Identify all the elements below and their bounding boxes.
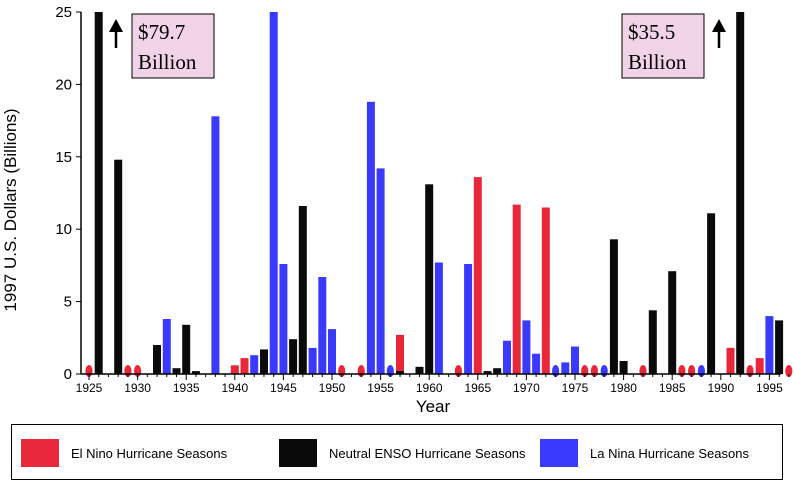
bar-neutral-1935	[182, 324, 191, 374]
y-tick-label-25: 25	[55, 4, 72, 21]
y-tick-label-20: 20	[55, 76, 72, 93]
bar-neutral-1980	[619, 361, 628, 374]
bar-la_nina-1975	[571, 346, 579, 374]
x-tick-label-1985: 1985	[659, 381, 686, 395]
bar-la_nina-1933	[162, 319, 171, 374]
bar-neutral-1967	[493, 368, 502, 374]
bar-neutral-1957	[396, 371, 404, 374]
y-tick-label-10: 10	[55, 221, 72, 238]
bar-neutral-1966	[483, 371, 492, 374]
callout-amount-1926: $79.7	[138, 20, 185, 44]
bar-el_nino-1940	[230, 365, 239, 374]
x-tick-label-1955: 1955	[367, 381, 394, 395]
callout-amount-1992: $35.5	[628, 20, 675, 44]
bar-neutral-1934	[172, 368, 181, 374]
bar-la_nina-1970	[522, 320, 531, 374]
bar-neutral-1985	[668, 271, 677, 374]
bar-neutral-1928	[114, 159, 123, 374]
x-tick-label-1945: 1945	[270, 381, 297, 395]
x-tick-label-1925: 1925	[76, 381, 103, 395]
bar-neutral-1946	[289, 339, 298, 374]
legend-label-el-nino: El Nino Hurricane Seasons	[71, 445, 228, 461]
bar-el_nino-1965	[473, 177, 482, 374]
x-tick-label-1965: 1965	[464, 381, 491, 395]
bar-la_nina-1945	[279, 264, 288, 374]
callout-unit-1992: Billion	[628, 50, 687, 74]
x-tick-label-1975: 1975	[562, 381, 589, 395]
x-tick-label-1950: 1950	[319, 381, 346, 395]
x-tick-label-1940: 1940	[221, 381, 248, 395]
bar-la_nina-1950	[328, 329, 336, 374]
bar-neutral-1926	[94, 12, 103, 374]
x-tick-label-1930: 1930	[124, 381, 151, 395]
callout-unit-1926: Billion	[138, 50, 197, 74]
bar-el_nino-1969	[512, 204, 521, 374]
x-tick-label-1990: 1990	[707, 381, 734, 395]
legend-swatch-la-nina	[540, 439, 578, 467]
bar-neutral-1983	[648, 310, 657, 374]
bar-neutral-1960	[425, 184, 434, 374]
bar-la_nina-1968	[503, 340, 511, 374]
callout-box-1926	[131, 13, 215, 79]
y-tick-label-15: 15	[55, 149, 72, 166]
bar-neutral-1996	[775, 320, 784, 374]
callout-1926: $79.7 Billion	[109, 13, 215, 79]
axes-layer	[80, 12, 781, 375]
bar-neutral-1932	[153, 345, 161, 374]
callout-arrow-head-1926	[109, 19, 123, 32]
x-tick-label-1980: 1980	[610, 381, 637, 395]
legend-item-la-nina: La Nina Hurricane Seasons	[540, 439, 749, 467]
bars-layer	[94, 12, 784, 375]
bar-la_nina-1971	[532, 353, 541, 374]
legend-label-neutral: Neutral ENSO Hurricane Seasons	[329, 445, 526, 461]
bar-la_nina-1948	[308, 347, 317, 374]
bar-la_nina-1954	[366, 101, 375, 375]
bar-la_nina-1955	[376, 168, 385, 374]
zero-marker-el_nino-1997	[785, 365, 793, 377]
legend-label-la-nina: La Nina Hurricane Seasons	[590, 445, 749, 461]
y-tick-label-0: 0	[64, 366, 72, 383]
y-axis-title: 1997 U.S. Dollars (Billions)	[1, 108, 20, 311]
y-tick-label-5: 5	[64, 294, 72, 311]
callout-box-1992	[621, 13, 705, 79]
bar-la_nina-1961	[434, 262, 443, 374]
bar-el_nino-1994	[755, 358, 764, 374]
bar-neutral-1936	[191, 371, 200, 374]
x-tick-label-1960: 1960	[416, 381, 443, 395]
callout-1992: $35.5 Billion	[621, 13, 726, 79]
bar-la_nina-1964	[464, 264, 473, 374]
bar-la_nina-1938	[211, 116, 220, 375]
bar-el_nino-1972	[541, 207, 550, 374]
bar-la_nina-1995	[765, 316, 774, 374]
bar-neutral-1979	[609, 239, 618, 374]
bar-la_nina-1949	[318, 277, 327, 374]
x-tick-label-1935: 1935	[173, 381, 200, 395]
bar-el_nino-1991	[726, 347, 735, 374]
x-tick-label-1995: 1995	[756, 381, 783, 395]
legend-swatch-el-nino	[21, 439, 59, 467]
callout-arrow-head-1992	[712, 19, 726, 32]
bar-la_nina-1944	[269, 12, 278, 374]
legend-item-el-nino: El Nino Hurricane Seasons	[21, 439, 227, 467]
legend-item-neutral: Neutral ENSO Hurricane Seasons	[279, 439, 526, 467]
bar-el_nino-1957	[396, 334, 404, 374]
legend-swatch-neutral	[279, 439, 317, 467]
y-ticks-layer: 0 5 10 15 20 25	[55, 4, 81, 383]
bar-neutral-1989	[707, 213, 716, 374]
x-ticks-layer: 1925 1930 1935 1940 1945 1950 1955 1960 1965 1970…	[76, 374, 790, 395]
bar-el_nino-1941	[240, 358, 249, 374]
x-axis-title: Year	[416, 397, 451, 416]
bar-neutral-1992	[736, 12, 745, 374]
x-tick-label-1970: 1970	[513, 381, 540, 395]
bar-neutral-1947	[298, 206, 307, 374]
bar-la_nina-1974	[561, 362, 570, 374]
bar-la_nina-1942	[250, 355, 259, 374]
annotations-layer: $79.7 Billion $35.5 Billion	[109, 13, 726, 79]
legend: El Nino Hurricane Seasons Neutral ENSO H…	[11, 424, 783, 480]
bar-neutral-1943	[260, 349, 268, 374]
bar-neutral-1959	[415, 366, 424, 374]
